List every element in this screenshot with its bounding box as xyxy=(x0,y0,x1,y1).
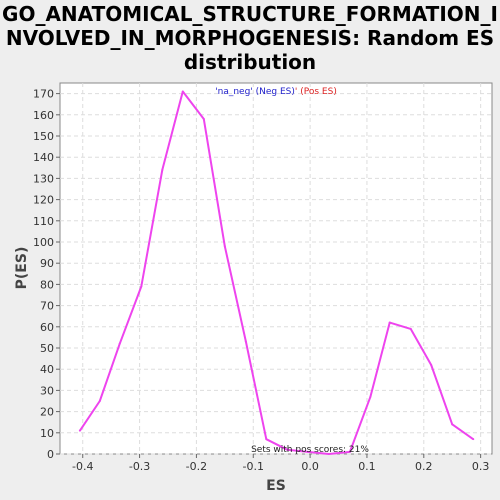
data-point xyxy=(181,90,184,93)
data-point xyxy=(202,118,205,121)
data-point xyxy=(161,168,164,171)
data-point xyxy=(306,450,309,453)
data-point xyxy=(140,285,143,288)
series-line xyxy=(79,90,474,455)
grid-lines xyxy=(60,83,492,455)
y-tick-label: 80 xyxy=(40,278,54,291)
legend-pos-label: ' (Pos ES) xyxy=(295,87,337,97)
y-axis-ticks: 0 10 20 30 40 50 60 70 80 90 100 110 120 130 140 150 160… xyxy=(33,88,60,461)
data-point xyxy=(78,429,81,432)
y-tick-label: 160 xyxy=(33,109,54,122)
data-point xyxy=(98,400,101,402)
y-tick-label: 50 xyxy=(40,342,54,355)
y-tick-label: 100 xyxy=(33,236,54,249)
y-tick-label: 140 xyxy=(33,151,54,164)
x-axis-label: ES xyxy=(266,478,286,494)
y-tick-label: 90 xyxy=(40,257,54,270)
y-tick-label: 130 xyxy=(33,172,54,185)
data-point xyxy=(327,453,330,455)
data-point xyxy=(223,245,226,248)
y-tick-label: 110 xyxy=(33,215,54,228)
data-point xyxy=(369,395,372,398)
data-point xyxy=(265,438,268,441)
data-point xyxy=(409,327,412,330)
y-tick-label: 70 xyxy=(40,300,54,313)
x-tick-label: -0.2 xyxy=(186,460,207,473)
y-tick-label: 40 xyxy=(40,363,54,376)
legend: 'na_neg' (Neg ES)' (Pos ES) xyxy=(215,87,337,97)
series-layer xyxy=(78,90,475,455)
data-point xyxy=(472,438,475,441)
y-tick-label: 120 xyxy=(33,194,54,207)
plot-area xyxy=(59,82,493,455)
data-point xyxy=(388,321,391,324)
x-tick-label: -0.4 xyxy=(72,460,93,473)
chart-title: GO_ANATOMICAL_STRUCTURE_FORMATION_INVOLV… xyxy=(2,2,498,74)
x-tick-label: -0.1 xyxy=(243,460,264,473)
y-tick-label: 150 xyxy=(33,130,54,143)
y-tick-label: 30 xyxy=(40,384,54,397)
data-point xyxy=(348,450,351,453)
data-point xyxy=(451,423,454,426)
pos-score-annotation: Sets with pos scores: 21% xyxy=(251,445,369,455)
x-tick-label: -0.3 xyxy=(129,460,150,473)
y-axis-label: P(ES) xyxy=(14,247,30,290)
data-point xyxy=(286,448,289,451)
x-tick-label: 0.0 xyxy=(301,460,319,473)
x-tick-label: 0.1 xyxy=(358,460,376,473)
x-tick-label: 0.3 xyxy=(472,460,490,473)
legend-neg-label: 'na_neg' (Neg ES) xyxy=(215,87,295,97)
data-point xyxy=(430,363,433,366)
y-tick-label: 170 xyxy=(33,88,54,101)
x-axis-ticks: -0.4 -0.3 -0.2 -0.1 0.0 0.1 0.2 0.3 xyxy=(72,454,489,473)
y-tick-label: 60 xyxy=(40,321,54,334)
x-tick-label: 0.2 xyxy=(415,460,433,473)
data-point xyxy=(244,340,247,343)
y-tick-label: 0 xyxy=(47,448,54,461)
y-tick-label: 20 xyxy=(40,406,54,419)
data-point xyxy=(118,342,121,345)
y-tick-label: 10 xyxy=(40,427,54,440)
